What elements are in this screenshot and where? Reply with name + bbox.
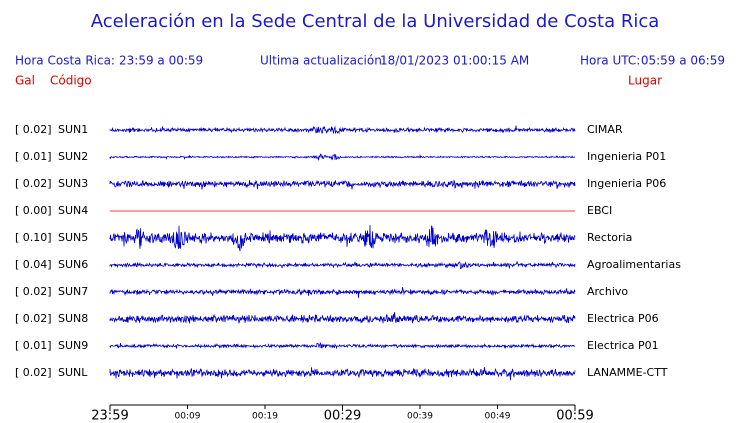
time-tick-label: 00:19: [252, 412, 278, 422]
station-gal: [ 0.02]: [15, 123, 52, 136]
station-code: SUN4: [58, 204, 88, 217]
station-place: Ingenieria P06: [587, 177, 666, 190]
waveform: [109, 367, 576, 381]
local-range: 23:59 a 00:59: [119, 54, 203, 68]
station-code: SUN7: [58, 285, 88, 298]
station-code: SUN6: [58, 258, 88, 271]
station-gal: [ 0.02]: [15, 366, 52, 379]
waveform: [109, 153, 576, 161]
time-tick-label: 00:39: [407, 412, 433, 422]
title: Aceleración en la Sede Central de la Uni…: [91, 11, 660, 32]
station-place: LANAMME-CTT: [587, 366, 668, 379]
waveform: [109, 225, 576, 252]
time-tick-label: 00:49: [485, 412, 511, 422]
update-time: 18/01/2023 01:00:15 AM: [380, 54, 529, 68]
station-place: Ingenieria P01: [587, 150, 666, 163]
waveform: [109, 287, 576, 298]
station-gal: [ 0.00]: [15, 204, 52, 217]
gal-heading: Gal: [15, 74, 35, 88]
station-code: SUNL: [58, 366, 88, 379]
station-gal: [ 0.02]: [15, 285, 52, 298]
station-place: CIMAR: [587, 123, 623, 136]
station-gal: [ 0.01]: [15, 339, 52, 352]
waveform: [109, 261, 576, 270]
station-place: Agroalimentarias: [587, 258, 681, 271]
waveform: [109, 312, 576, 325]
waveform: [109, 125, 576, 135]
waveform: [109, 342, 576, 350]
time-tick-label: 23:59: [91, 409, 128, 423]
station-code: SUN1: [58, 123, 88, 136]
station-code: SUN9: [58, 339, 88, 352]
station-gal: [ 0.01]: [15, 150, 52, 163]
station-code: SUN8: [58, 312, 88, 325]
station-place: Electrica P06: [587, 312, 659, 325]
time-tick-label: 00:29: [324, 409, 361, 423]
local-label: Hora Costa Rica:: [15, 54, 115, 68]
station-place: Rectoria: [587, 231, 632, 244]
station-place: Electrica P01: [587, 339, 659, 352]
update-label: Ultima actualización:: [260, 54, 386, 68]
station-gal: [ 0.02]: [15, 312, 52, 325]
station-code: SUN5: [58, 231, 88, 244]
station-gal: [ 0.10]: [15, 231, 52, 244]
station-gal: [ 0.04]: [15, 258, 52, 271]
station-gal: [ 0.02]: [15, 177, 52, 190]
utc-label: Hora UTC:: [580, 54, 640, 68]
code-heading: Código: [50, 74, 92, 88]
time-tick-label: 00:59: [556, 409, 593, 423]
station-code: SUN3: [58, 177, 88, 190]
utc-range: 05:59 a 06:59: [641, 54, 725, 68]
time-tick-label: 00:09: [175, 412, 201, 422]
station-code: SUN2: [58, 150, 88, 163]
station-place: Archivo: [587, 285, 628, 298]
waveform: [109, 179, 576, 190]
station-place: EBCI: [587, 204, 612, 217]
place-heading: Lugar: [628, 74, 662, 88]
